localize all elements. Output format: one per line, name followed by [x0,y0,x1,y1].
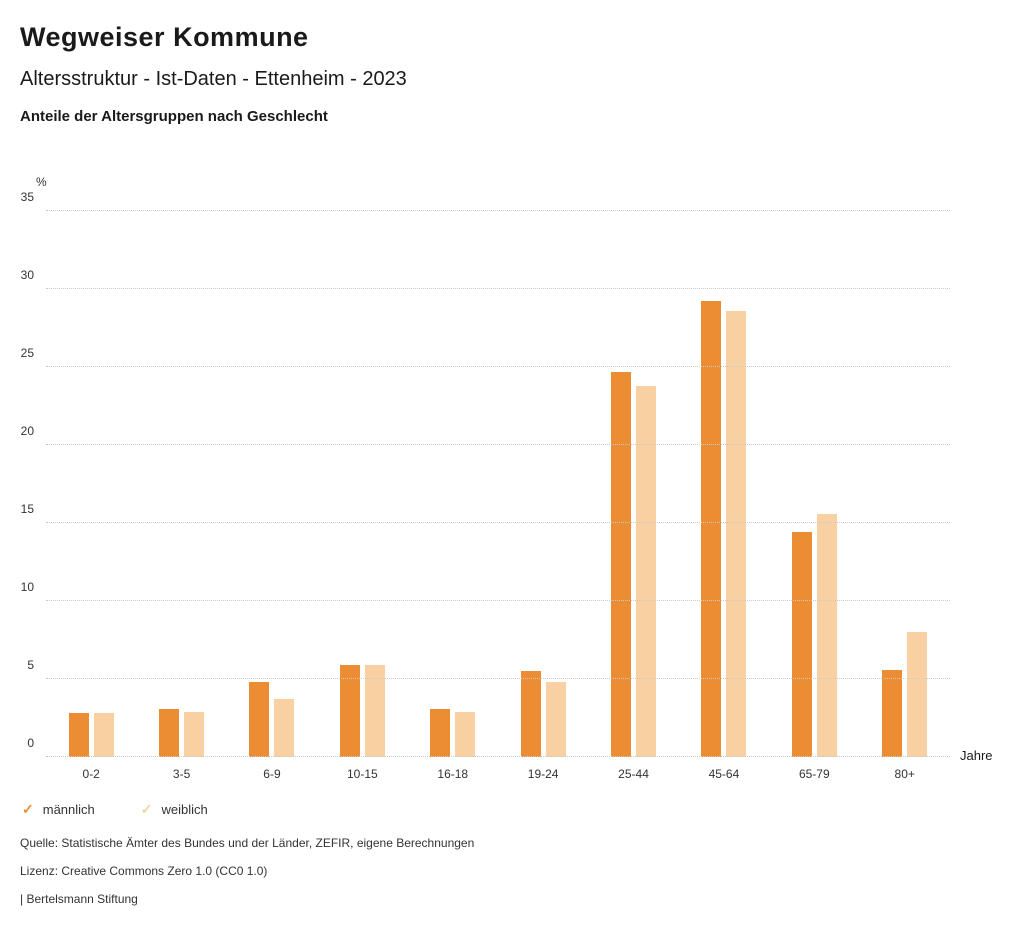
x-category-label: 3-5 [172,767,191,781]
legend-label: weiblich [161,802,208,817]
bar-group: 19-24 [520,211,566,781]
y-tick-label: 20 [20,424,34,438]
attribution-text: | Bertelsmann Stiftung [20,892,138,906]
bar-weiblich[interactable] [636,385,657,757]
gridline [46,366,950,367]
x-category-label: 0-2 [82,767,100,781]
y-tick-label: 10 [20,580,34,594]
x-category-label: 80+ [894,767,915,781]
bar-group: 10-15 [339,211,385,781]
bar-männlich[interactable] [791,532,812,757]
x-category-label: 10-15 [347,767,378,781]
y-tick-label: 5 [27,658,34,672]
x-category-label: 65-79 [798,767,830,781]
page-title: Wegweiser Kommune [20,22,309,52]
y-tick-label: 25 [20,346,34,360]
x-category-label: 45-64 [708,767,740,781]
bar-groups: 0-2 3-5 6-9 10-15 16-18 19-24 25-44 45-64 65-79 8… [46,211,950,781]
bar-group: 0-2 [68,211,114,781]
gridline [46,210,950,211]
gridline [46,288,950,289]
page-subtitle: Altersstruktur - Ist-Daten - Ettenheim -… [20,68,407,90]
gridline [46,600,950,601]
legend-item-maennlich[interactable]: ✓ männlich [22,801,95,818]
bar-weiblich[interactable] [545,682,566,757]
bar-group: 80+ [882,211,928,781]
x-category-label: 19-24 [527,767,559,781]
legend: ✓ männlich ✓ weiblich [20,801,1004,818]
bar-männlich[interactable] [882,669,903,757]
gridline [46,444,950,445]
y-tick-label: 35 [20,190,34,204]
bar-group: 6-9 [249,211,295,781]
bar-weiblich[interactable] [93,713,114,757]
bar-weiblich[interactable] [274,699,295,757]
bar-weiblich[interactable] [455,711,476,757]
check-icon: ✓ [22,801,34,817]
x-category-label: 6-9 [263,767,281,781]
bar-group: 16-18 [430,211,476,781]
chart-heading: Anteile der Altersgruppen nach Geschlech… [20,108,328,125]
bar-männlich[interactable] [701,301,722,757]
bar-weiblich[interactable] [184,711,205,757]
bar-group: 3-5 [159,211,205,781]
bar-weiblich[interactable] [816,513,837,757]
y-tick-label: 15 [20,502,34,516]
x-axis-label: Jahre [960,748,993,763]
y-tick-label: 0 [27,736,34,750]
bar-männlich[interactable] [520,671,541,757]
bar-männlich[interactable] [611,371,632,757]
bar-weiblich[interactable] [726,310,747,757]
source-text: Quelle: Statistische Ämter des Bundes un… [20,836,475,850]
license-text: Lizenz: Creative Commons Zero 1.0 (CC0 1… [20,864,268,878]
gridline [46,522,950,523]
bar-männlich[interactable] [68,713,89,757]
bar-group: 25-44 [611,211,657,781]
y-axis-unit: % [36,175,47,189]
legend-label: männlich [42,802,95,817]
bar-group: 65-79 [791,211,837,781]
bar-männlich[interactable] [249,682,270,757]
check-icon: ✓ [140,801,153,817]
y-tick-label: 30 [20,268,34,282]
x-category-label: 25-44 [618,767,649,781]
bar-group: 45-64 [701,211,747,781]
x-category-label: 16-18 [437,767,469,781]
bar-männlich[interactable] [430,708,451,757]
legend-item-weiblich[interactable]: ✓ weiblich [141,801,208,818]
gridline [46,756,950,757]
plot-area: 0-2 3-5 6-9 10-15 16-18 19-24 25-44 45-64 65-79 8… [21,190,993,781]
bar-männlich[interactable] [159,708,180,757]
bar-männlich[interactable] [339,664,360,757]
bar-weiblich[interactable] [907,632,928,757]
bar-weiblich[interactable] [364,664,385,757]
footer: Quelle: Statistische Ämter des Bundes un… [20,836,1004,906]
gridline [46,678,950,679]
bar-chart: % 0-2 3-5 6-9 10-15 16-18 19-24 25-44 45-64 65-7… [20,175,1004,787]
